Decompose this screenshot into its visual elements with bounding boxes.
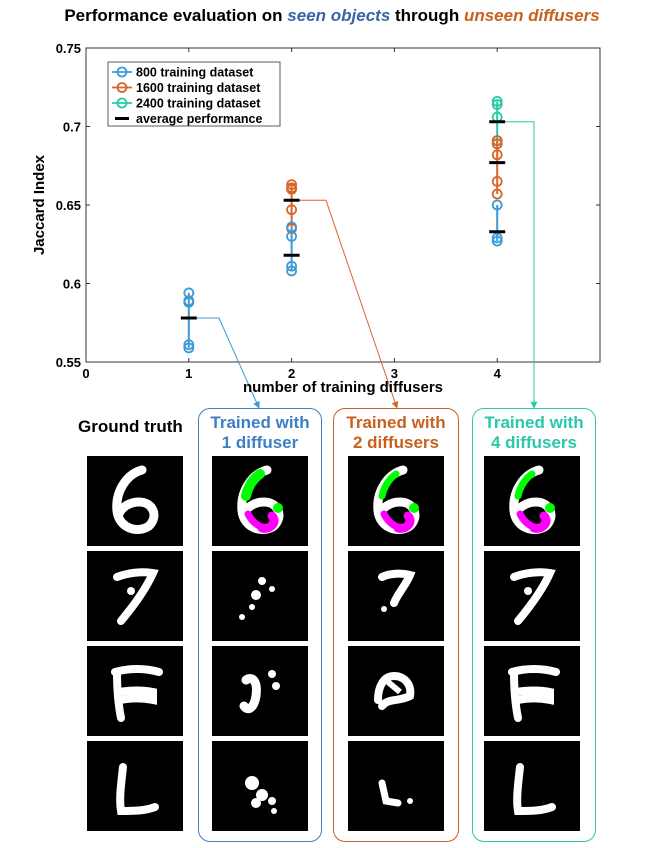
digit-F-gt-image [87,646,183,736]
digit-7-d2-image [348,551,444,641]
legend-label: 1600 training dataset [136,81,261,95]
x-tick-label: 3 [391,366,398,381]
digit-L-d1-image [212,741,308,831]
data-point [286,230,298,242]
data-point [491,149,503,161]
legend-marker [116,97,128,109]
digit-L-gt-image [87,741,183,831]
legend-label: 800 training dataset [136,66,254,80]
ground-truth-label: Ground truth [78,417,183,436]
legend-marker [116,82,128,93]
legend-label: average performance [136,112,263,126]
frame-4-title-line2: 4 diffusers [491,433,577,452]
frame-2-diffusers: Trained with 2 diffusers [333,408,459,842]
data-point [491,235,503,247]
title-unseen: unseen diffusers [463,6,600,25]
frame-4-diffusers: Trained with 4 diffusers [472,408,596,842]
data-point [491,232,503,244]
jaccard-chart: 0 1 2 3 4 0.55 0.6 0.65 0.7 0.75 number of traini… [31,41,601,409]
digit-7-d1-image [212,551,308,641]
y-tick-label: 0.55 [56,355,81,370]
arrow-2-diffusers [299,199,399,409]
data-point [491,176,503,187]
y-tick-label: 0.6 [63,277,81,292]
data-point [491,188,503,200]
y-tick-label: 0.65 [56,198,81,213]
arrow-1-diffuser [196,317,260,409]
frame-4-title-line1: Trained with [484,413,584,432]
digit-6-d4-image [484,456,580,546]
data-point [286,179,298,190]
y-tick-label: 0.7 [63,120,81,135]
data-point [183,342,195,354]
legend-label: 2400 training dataset [136,97,261,111]
arrow-4-diffusers [505,121,538,409]
data-point [491,95,503,107]
data-point [183,339,195,351]
x-tick-label: 4 [494,366,502,381]
digit-7-gt-image [87,551,183,641]
x-tick-label: 2 [288,366,295,381]
digit-6-gt-image [87,456,183,546]
page-title: Performance evaluation on seen objects t… [64,6,600,25]
x-tick-label: 0 [82,366,89,381]
digit-F-d2-image [348,646,444,736]
digit-6-d1-image [212,456,308,546]
y-axis-label: Jaccard Index [31,154,48,255]
legend-marker [116,66,128,78]
digit-F-d1-image [212,646,308,736]
frame-1-title-line1: Trained with [210,413,310,432]
frame-1-diffuser: Trained with 1 diffuser [198,408,322,842]
data-point [286,183,298,195]
data-point [491,99,503,110]
frame-1-title-line2: 1 diffuser [221,433,299,452]
data-point [491,135,503,147]
y-tick-label: 0.75 [56,41,81,56]
data-point [286,204,298,216]
frame-2-title-line2: 2 diffusers [353,433,439,452]
data-point [491,199,503,211]
digit-F-d4-image [484,646,580,736]
title-seen: seen objects [287,6,391,25]
data-point [286,260,298,272]
digit-7-d4-image [484,551,580,641]
digit-6-d2-image [348,456,444,546]
x-axis-label: number of training diffusers [243,379,443,396]
data-point [286,265,298,277]
digit-L-d2-image [348,741,444,831]
frame-2-title-line1: Trained with [346,413,446,432]
data-point [183,296,195,308]
data-point [491,138,503,150]
x-tick-label: 1 [185,366,192,381]
digit-L-d4-image [484,741,580,831]
